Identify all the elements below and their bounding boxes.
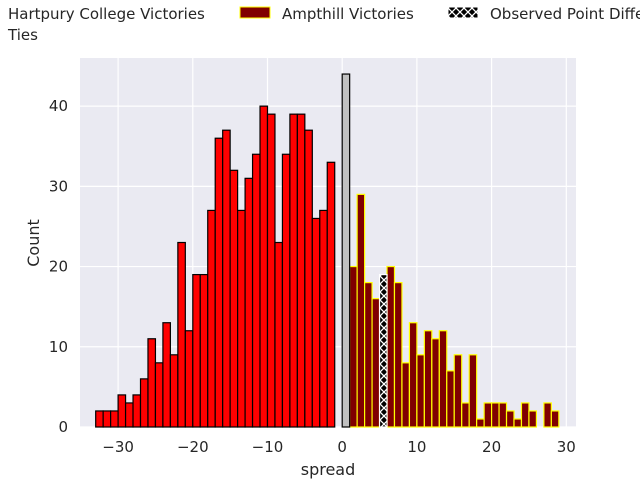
- histogram-bar: [184, 330, 194, 428]
- histogram-bar: [483, 402, 493, 428]
- histogram-bar: [431, 338, 440, 428]
- x-tick-label: −30: [102, 438, 134, 456]
- histogram-bar: [192, 273, 201, 428]
- histogram-bar: [513, 418, 523, 428]
- histogram-bar: [110, 410, 119, 428]
- histogram-bar: [162, 322, 171, 428]
- histogram-bar: [169, 354, 179, 428]
- histogram-bar: [222, 129, 231, 428]
- histogram-bar: [289, 113, 298, 428]
- histogram-bar: [117, 394, 127, 428]
- y-tick-label: 0: [58, 418, 68, 436]
- legend-entry-hartpury: Hartpury College Victories: [8, 5, 205, 23]
- histogram-bar: [476, 418, 485, 428]
- histogram-bar: [102, 410, 112, 428]
- histogram-bar: [311, 217, 321, 428]
- histogram-bar: [304, 129, 313, 428]
- histogram-bar: [177, 241, 186, 428]
- histogram-bar: [319, 209, 328, 428]
- y-axis-label: Count: [24, 219, 43, 267]
- histogram-bar: [132, 394, 142, 428]
- legend-entry-ampthill: Ampthill Victories: [239, 5, 414, 23]
- histogram-bar: [244, 177, 254, 428]
- x-tick-label: 10: [407, 438, 426, 456]
- histogram-bar: [199, 273, 209, 428]
- histogram-bar: [468, 354, 478, 428]
- x-tick-label: 20: [482, 438, 501, 456]
- histogram-bar: [416, 354, 425, 428]
- histogram-bar: [438, 330, 448, 428]
- histogram-bar: [349, 265, 358, 428]
- legend-swatch-ampthill: [239, 6, 271, 19]
- legend-label-ampthill: Ampthill Victories: [282, 5, 414, 23]
- y-axis-ticks: 0 10 20 30 40: [49, 97, 68, 436]
- y-tick-label: 10: [49, 338, 68, 356]
- histogram-bar: [139, 378, 149, 428]
- x-axis-ticks: −30 −20 −10 0 10 20 30: [102, 438, 576, 456]
- legend-label-hartpury: Hartpury College Victories: [8, 5, 205, 23]
- histogram-bar: [498, 402, 508, 428]
- legend-swatch-observed: [447, 6, 479, 19]
- histogram-bar: [490, 402, 500, 428]
- histogram-bar: [326, 161, 336, 428]
- histogram-bar: [154, 362, 164, 428]
- histogram-bar: [461, 402, 470, 428]
- histogram-bar: [266, 113, 276, 428]
- histogram-bar: [229, 169, 239, 428]
- histogram-bar: [259, 105, 269, 428]
- histogram-bar: [520, 402, 530, 428]
- histogram-bar: [378, 273, 388, 428]
- y-tick-label: 40: [49, 97, 68, 115]
- histogram-bar: [237, 209, 246, 428]
- histogram-bar: [528, 410, 538, 428]
- x-tick-label: 30: [557, 438, 576, 456]
- legend-entry-observed: Observed Point Differential: [447, 5, 640, 23]
- histogram-bars: [95, 73, 560, 428]
- histogram-bar: [364, 282, 373, 428]
- histogram-bar: [251, 153, 261, 428]
- histogram-bar: [423, 330, 433, 428]
- histogram-bar: [446, 370, 455, 428]
- histogram-bar: [505, 410, 515, 428]
- histogram-bar: [393, 282, 403, 428]
- histogram-bar: [356, 193, 366, 428]
- x-axis-label: spread: [301, 460, 356, 479]
- histogram-bar: [207, 209, 216, 428]
- histogram-bar: [296, 113, 306, 428]
- x-tick-label: 0: [337, 438, 347, 456]
- legend: Hartpury College Victories Ampthill Vict…: [7, 5, 640, 44]
- histogram-bar: [401, 362, 411, 428]
- histogram-bar: [341, 73, 351, 428]
- legend-label-ties: Ties: [7, 26, 38, 44]
- histogram-bar: [386, 265, 396, 428]
- x-tick-label: −20: [177, 438, 209, 456]
- histogram-bar: [147, 338, 157, 428]
- histogram-bar: [124, 402, 134, 428]
- histogram-bar: [408, 322, 418, 428]
- x-tick-label: −10: [252, 438, 284, 456]
- legend-label-observed: Observed Point Differential: [490, 5, 640, 23]
- histogram-bar: [274, 241, 284, 428]
- legend-entry-ties: Ties: [7, 26, 38, 44]
- histogram-bar: [95, 410, 104, 428]
- histogram-bar: [453, 354, 463, 428]
- histogram-bar: [281, 153, 291, 428]
- histogram-bar: [550, 410, 560, 428]
- histogram-bar: [543, 402, 552, 428]
- histogram-bar: [371, 298, 381, 428]
- y-tick-label: 20: [49, 258, 68, 276]
- y-tick-label: 30: [49, 177, 68, 195]
- histogram-bar: [214, 137, 224, 428]
